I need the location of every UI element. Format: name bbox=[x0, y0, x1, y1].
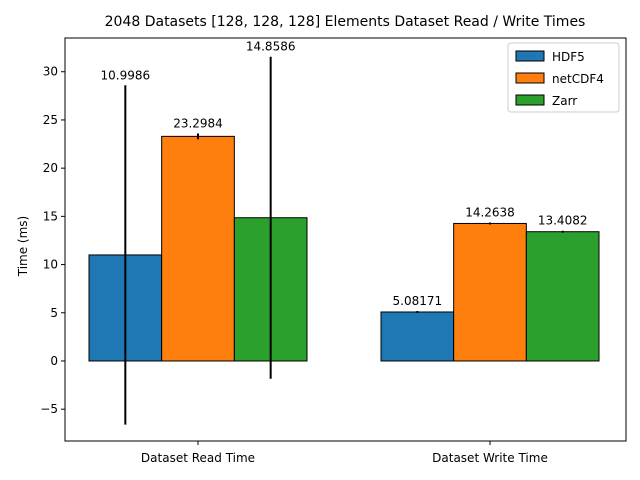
y-tick-label: 5 bbox=[50, 306, 58, 320]
legend-label-zarr: Zarr bbox=[552, 94, 577, 108]
legend-swatch-hdf5 bbox=[515, 50, 545, 62]
y-tick-label: 15 bbox=[43, 209, 58, 223]
chart-title: 2048 Datasets [128, 128, 128] Elements D… bbox=[105, 14, 586, 30]
y-axis-label: Time (ms) bbox=[16, 216, 30, 278]
y-tick-label: 10 bbox=[43, 258, 58, 272]
legend-swatch-zarr bbox=[515, 94, 545, 106]
legend-label-netcdf4: netCDF4 bbox=[552, 72, 604, 86]
bar-netcdf4-1 bbox=[453, 222, 527, 362]
legend: HDF5 netCDF4 Zarr bbox=[507, 42, 620, 113]
x-tick-label: Dataset Write Time bbox=[432, 451, 548, 465]
data-label-hdf5-0: 10.9986 bbox=[101, 68, 151, 82]
plot-area: −5 0 5 10 15 20 25 30 10.9986 5.08171 23.2984 14.26… bbox=[40, 37, 627, 465]
bar-hdf5-1 bbox=[380, 311, 455, 362]
bar-netcdf4-0 bbox=[161, 135, 235, 362]
y-tick-label: 30 bbox=[43, 65, 58, 79]
y-tick-label: 20 bbox=[43, 161, 58, 175]
y-tick-label: −5 bbox=[40, 402, 58, 416]
legend-swatch-netcdf4 bbox=[515, 72, 545, 84]
data-label-netcdf4-0: 23.2984 bbox=[173, 116, 223, 130]
y-tick-label: 0 bbox=[50, 354, 58, 368]
bar-zarr-1 bbox=[525, 231, 600, 362]
legend-label-hdf5: HDF5 bbox=[552, 50, 585, 64]
data-label-zarr-0: 14.8586 bbox=[246, 40, 296, 54]
data-label-netcdf4-1: 14.2638 bbox=[465, 205, 515, 219]
data-label-zarr-1: 13.4082 bbox=[538, 214, 588, 228]
plot-frame bbox=[64, 37, 627, 442]
data-label-hdf5-1: 5.08171 bbox=[393, 294, 443, 308]
x-tick-label: Dataset Read Time bbox=[141, 451, 255, 465]
y-tick-label: 25 bbox=[43, 113, 58, 127]
